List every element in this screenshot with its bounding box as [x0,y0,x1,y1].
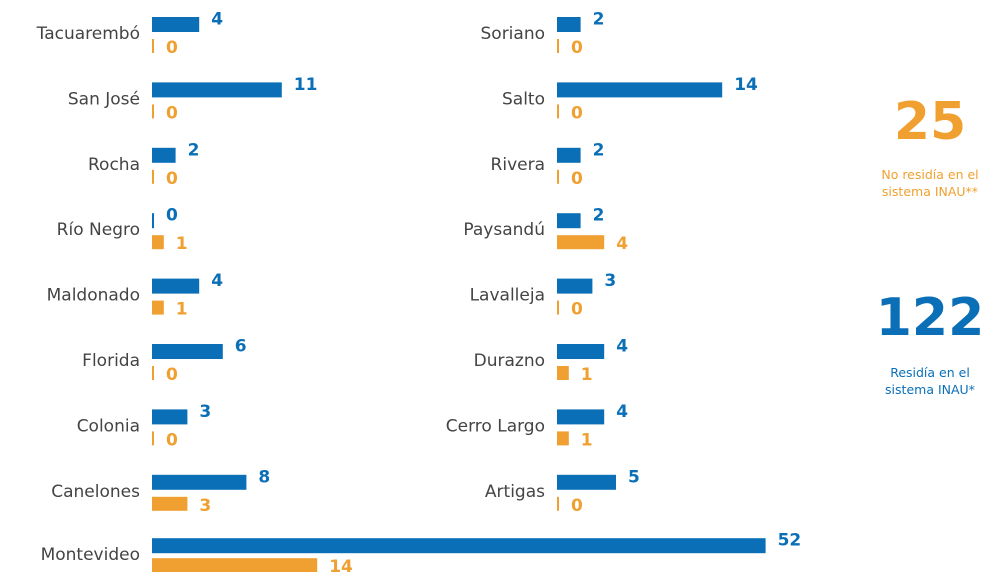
bar [557,147,581,163]
bar [152,213,154,229]
bar [557,169,559,184]
value-label: 52 [778,531,802,551]
category-label: San José [68,89,140,109]
category-label: Cerro Largo [446,416,545,436]
bar [152,344,223,359]
category-label: Lavalleja [470,286,545,306]
category-label: Canelones [51,482,140,502]
category-label: Rocha [88,155,140,175]
bar [557,474,616,490]
value-label: 1 [581,430,593,450]
bar [152,39,154,53]
category-label: Maldonado [47,286,140,306]
category-label: Colonia [77,416,140,436]
bar [152,366,154,380]
value-label: 11 [294,75,318,95]
value-label: 2 [593,10,605,30]
category-label: Durazno [474,351,545,371]
value-label: 2 [593,140,605,160]
category-label: Salto [502,89,545,109]
category-label: Paysandú [463,220,545,240]
category-label: Río Negro [57,220,140,240]
legend-label: No residía en el sistema INAU** [881,167,979,199]
value-label: 0 [166,206,178,226]
value-label: 0 [571,38,583,58]
bar [557,213,581,229]
bar [152,431,154,446]
bar [557,366,569,380]
bar [557,104,559,119]
category-label: Artigas [485,482,545,502]
value-label: 1 [176,300,188,320]
value-label: 2 [593,206,605,226]
value-label: 3 [604,271,616,291]
value-label: 1 [581,365,593,385]
value-label: 0 [571,103,583,123]
value-label: 4 [616,337,628,357]
value-label: 14 [734,75,758,95]
value-label: 4 [211,271,223,291]
bar [557,39,559,53]
value-label: 3 [199,402,211,422]
bar [557,409,605,425]
bar [152,496,188,511]
bar [557,300,559,315]
bar [152,82,282,98]
value-label: 0 [571,169,583,189]
value-label: 0 [166,38,178,58]
bar [152,558,318,572]
bar [557,431,569,446]
category-label: Soriano [481,24,546,44]
bar [557,235,605,250]
bar [152,278,200,294]
value-label: 6 [235,337,247,357]
value-label: 0 [571,496,583,516]
value-label: 0 [571,300,583,320]
bar [557,496,559,511]
bar [152,300,164,315]
bar [152,538,766,554]
category-label: Rivera [491,155,545,175]
value-label: 2 [188,140,200,160]
category-label: Montevideo [41,545,140,565]
value-label: 3 [199,496,211,516]
value-label: 0 [166,169,178,189]
bar [152,235,164,250]
bar [152,409,188,425]
bar [152,474,247,490]
value-label: 5 [628,467,640,487]
value-label: 0 [166,103,178,123]
value-label: 8 [258,467,270,487]
bar [557,344,605,359]
bar [557,278,593,294]
value-label: 0 [166,365,178,385]
category-label: Florida [82,351,140,371]
value-label: 4 [616,402,628,422]
total: 122 [875,288,985,348]
legend-label: Residía en el sistema INAU* [885,365,975,397]
bar [557,17,581,32]
total: 25 [893,92,967,152]
bar [152,147,176,163]
bar [152,169,154,184]
value-label: 0 [166,430,178,450]
value-label: 4 [616,234,628,254]
value-label: 14 [329,557,353,572]
bar [152,104,154,119]
bar [152,17,200,32]
value-label: 4 [211,10,223,30]
category-label: Tacuarembó [36,24,140,44]
bar [557,82,723,98]
value-label: 1 [176,234,188,254]
